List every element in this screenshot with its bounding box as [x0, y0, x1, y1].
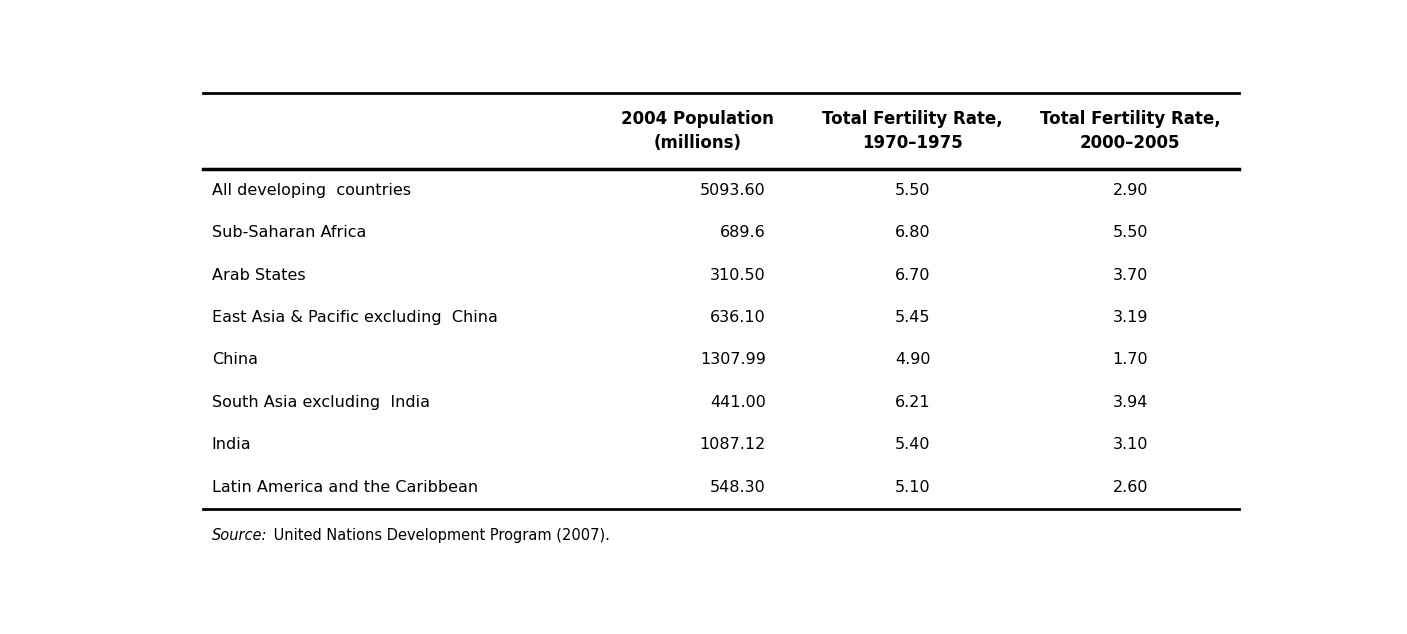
Text: 5.50: 5.50	[895, 183, 930, 198]
Text: All developing  countries: All developing countries	[212, 183, 411, 198]
Text: 3.94: 3.94	[1113, 395, 1148, 410]
Text: 3.70: 3.70	[1113, 268, 1148, 283]
Text: 5.10: 5.10	[895, 480, 930, 495]
Text: 1087.12: 1087.12	[699, 437, 765, 453]
Text: 441.00: 441.00	[711, 395, 765, 410]
Text: 6.70: 6.70	[895, 268, 930, 283]
Text: 6.80: 6.80	[895, 225, 930, 240]
Text: 1307.99: 1307.99	[699, 353, 765, 368]
Text: 5.50: 5.50	[1113, 225, 1148, 240]
Text: 548.30: 548.30	[711, 480, 765, 495]
Text: Total Fertility Rate,
2000–2005: Total Fertility Rate, 2000–2005	[1040, 110, 1221, 152]
Text: 5093.60: 5093.60	[701, 183, 765, 198]
Text: 2004 Population
(millions): 2004 Population (millions)	[622, 110, 774, 152]
Text: 3.10: 3.10	[1113, 437, 1148, 453]
Text: 1.70: 1.70	[1113, 353, 1148, 368]
Text: 689.6: 689.6	[720, 225, 765, 240]
Text: East Asia & Pacific excluding  China: East Asia & Pacific excluding China	[212, 310, 498, 325]
Text: Total Fertility Rate,
1970–1975: Total Fertility Rate, 1970–1975	[823, 110, 1003, 152]
Text: Latin America and the Caribbean: Latin America and the Caribbean	[212, 480, 478, 495]
Text: Sub-Saharan Africa: Sub-Saharan Africa	[212, 225, 366, 240]
Text: India: India	[212, 437, 252, 453]
Text: 310.50: 310.50	[711, 268, 765, 283]
Text: 5.40: 5.40	[895, 437, 930, 453]
Text: 2.90: 2.90	[1113, 183, 1148, 198]
Text: China: China	[212, 353, 257, 368]
Text: Source:: Source:	[212, 528, 267, 543]
Text: 3.19: 3.19	[1113, 310, 1148, 325]
Text: 5.45: 5.45	[895, 310, 930, 325]
Text: 2.60: 2.60	[1113, 480, 1148, 495]
Text: 6.21: 6.21	[895, 395, 930, 410]
Text: 636.10: 636.10	[711, 310, 765, 325]
Text: South Asia excluding  India: South Asia excluding India	[212, 395, 431, 410]
Text: Arab States: Arab States	[212, 268, 305, 283]
Text: 4.90: 4.90	[895, 353, 930, 368]
Text: United Nations Development Program (2007).: United Nations Development Program (2007…	[269, 528, 611, 543]
